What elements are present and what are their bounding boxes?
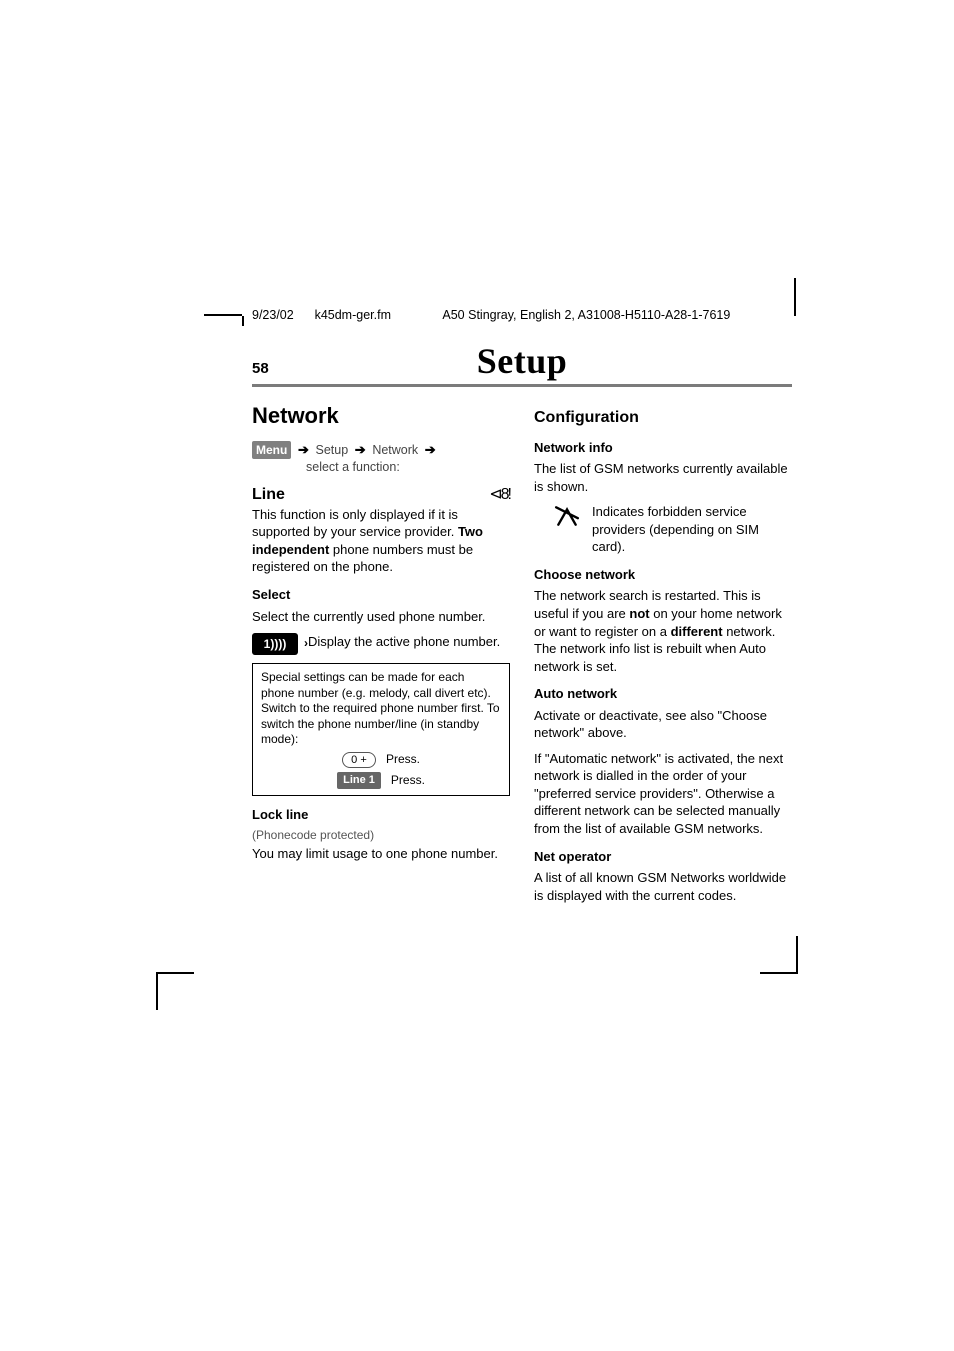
configuration-heading: Configuration bbox=[534, 407, 792, 429]
text: " above. bbox=[580, 725, 627, 740]
display-active-text: Display the active phone number. bbox=[308, 633, 510, 651]
lock-sub: (Phonecode protected) bbox=[252, 827, 510, 843]
arrow-icon: ➔ bbox=[295, 442, 312, 457]
nav-network: Network bbox=[372, 443, 418, 457]
nav-select-function: select a function: bbox=[306, 459, 510, 476]
lock-line-heading: Lock line bbox=[252, 806, 510, 824]
lock-paragraph: You may limit usage to one phone number. bbox=[252, 845, 510, 863]
header-docid: A50 Stingray, English 2, A31008-H5110-A2… bbox=[442, 308, 730, 322]
sim-dependent-icon: ⊲8! bbox=[489, 484, 510, 506]
crop-mark bbox=[796, 936, 798, 974]
note-text: Special settings can be made for each ph… bbox=[261, 670, 501, 748]
network-heading: Network bbox=[252, 401, 510, 431]
line-heading-row: Line ⊲8! bbox=[252, 484, 510, 506]
forbidden-text: Indicates forbidden service providers (d… bbox=[592, 503, 792, 556]
network-info-heading: Network info bbox=[534, 439, 792, 457]
crop-mark bbox=[156, 972, 194, 974]
header-date: 9/23/02 bbox=[252, 308, 294, 322]
tick-mark bbox=[242, 316, 244, 326]
auto-network-p2: If "Automatic network" is activated, the… bbox=[534, 750, 792, 838]
menu-badge: Menu bbox=[252, 441, 291, 459]
nav-setup: Setup bbox=[316, 443, 349, 457]
text-bold: not bbox=[629, 606, 649, 621]
crop-mark bbox=[794, 278, 796, 316]
key-row-0: 0 + Press. bbox=[261, 752, 501, 768]
press-label: Press. bbox=[386, 752, 420, 768]
arrow-icon: ➔ bbox=[352, 442, 369, 457]
text-bold: different bbox=[671, 624, 723, 639]
choose-network-paragraph: The network search is restarted. This is… bbox=[534, 587, 792, 675]
title-row: 58 Setup bbox=[252, 340, 792, 387]
left-column: Network Menu ➔ Setup ➔ Network ➔ select … bbox=[252, 401, 510, 912]
arrow-icon: ➔ bbox=[422, 442, 439, 457]
line-heading: Line bbox=[252, 484, 285, 506]
text: Activate or deactivate, see also " bbox=[534, 708, 722, 723]
forbidden-row: Indicates forbidden service providers (d… bbox=[554, 503, 792, 556]
text: is set. bbox=[580, 659, 618, 674]
forbidden-antenna-icon bbox=[554, 503, 580, 534]
auto-network-heading: Auto network bbox=[534, 685, 792, 703]
display-active-row: 1)))) Display the active phone number. bbox=[252, 633, 510, 655]
page-number: 58 bbox=[252, 360, 292, 377]
menu-path: Menu ➔ Setup ➔ Network ➔ bbox=[252, 441, 510, 460]
net-operator-paragraph: A list of all known GSM Networks worldwi… bbox=[534, 869, 792, 904]
choose-network-heading: Choose network bbox=[534, 566, 792, 584]
line-paragraph: This function is only displayed if it is… bbox=[252, 506, 510, 576]
page-content: 9/23/02 k45dm-ger.fm A50 Stingray, Engli… bbox=[252, 308, 792, 912]
auto-network-p1: Activate or deactivate, see also "Choose… bbox=[534, 707, 792, 742]
key-0: 0 + bbox=[342, 752, 376, 768]
right-column: Configuration Network info The list of G… bbox=[534, 401, 792, 912]
crop-mark bbox=[760, 972, 798, 974]
header-file: k45dm-ger.fm bbox=[315, 308, 391, 322]
press-label: Press. bbox=[391, 773, 425, 789]
text: This function is only displayed if it is… bbox=[252, 507, 458, 540]
network-info-paragraph: The list of GSM networks currently avail… bbox=[534, 460, 792, 495]
active-line-icon: 1)))) bbox=[252, 633, 298, 655]
select-heading: Select bbox=[252, 586, 510, 604]
crop-mark bbox=[156, 972, 158, 1010]
key-row-line1: Line 1 Press. bbox=[261, 772, 501, 788]
select-paragraph: Select the currently used phone number. bbox=[252, 608, 510, 626]
two-column-layout: Network Menu ➔ Setup ➔ Network ➔ select … bbox=[252, 401, 792, 912]
chapter-title: Setup bbox=[292, 340, 752, 382]
line1-badge: Line 1 bbox=[337, 772, 381, 788]
doc-header: 9/23/02 k45dm-ger.fm A50 Stingray, Engli… bbox=[252, 308, 792, 322]
net-operator-heading: Net operator bbox=[534, 848, 792, 866]
note-box: Special settings can be made for each ph… bbox=[252, 663, 510, 796]
crop-mark bbox=[204, 314, 242, 316]
